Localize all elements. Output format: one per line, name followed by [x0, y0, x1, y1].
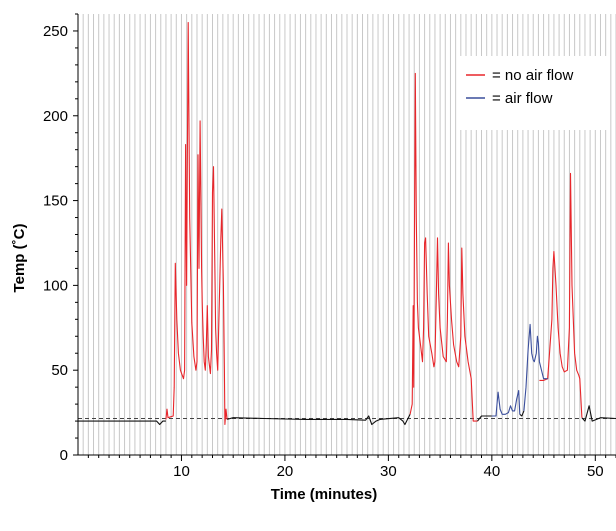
legend-label-no-air-flow: = no air flow: [492, 67, 573, 84]
x-tick-label: 10: [173, 463, 190, 480]
x-tick-label: 50: [587, 463, 604, 480]
series-line-no-air-flow: [409, 72, 478, 422]
grid-lines: [82, 14, 616, 455]
x-tick-label: 40: [484, 463, 501, 480]
x-axis-title: Time (minutes): [271, 486, 377, 503]
legend-label-air-flow: = air flow: [492, 90, 553, 107]
y-tick-label: 50: [51, 362, 68, 379]
y-tick-label: 200: [43, 108, 68, 125]
series-line-no-air-flow: [539, 172, 583, 418]
series-line-no-air-flow: [165, 21, 228, 426]
series-line-baseline: [476, 415, 492, 422]
series-line-air-flow: [523, 323, 548, 411]
series-lines: [78, 21, 616, 426]
y-tick-label: 150: [43, 193, 68, 210]
series-line-baseline: [519, 410, 525, 417]
y-tick-label: 100: [43, 277, 68, 294]
x-tick-label: 20: [277, 463, 294, 480]
y-axis-title: Temp (˚C): [11, 224, 28, 293]
x-tick-label: 30: [380, 463, 397, 480]
y-tick-label: 250: [43, 23, 68, 40]
legend-box: [458, 56, 608, 130]
series-line-air-flow: [491, 389, 521, 417]
series-line-baseline: [78, 420, 166, 426]
y-tick-label: 0: [60, 447, 68, 464]
axes: 0 50 100 150 200 250 10 20 30 40 50: [43, 13, 616, 480]
series-line-baseline: [226, 414, 411, 426]
series-line-baseline: [581, 405, 616, 422]
